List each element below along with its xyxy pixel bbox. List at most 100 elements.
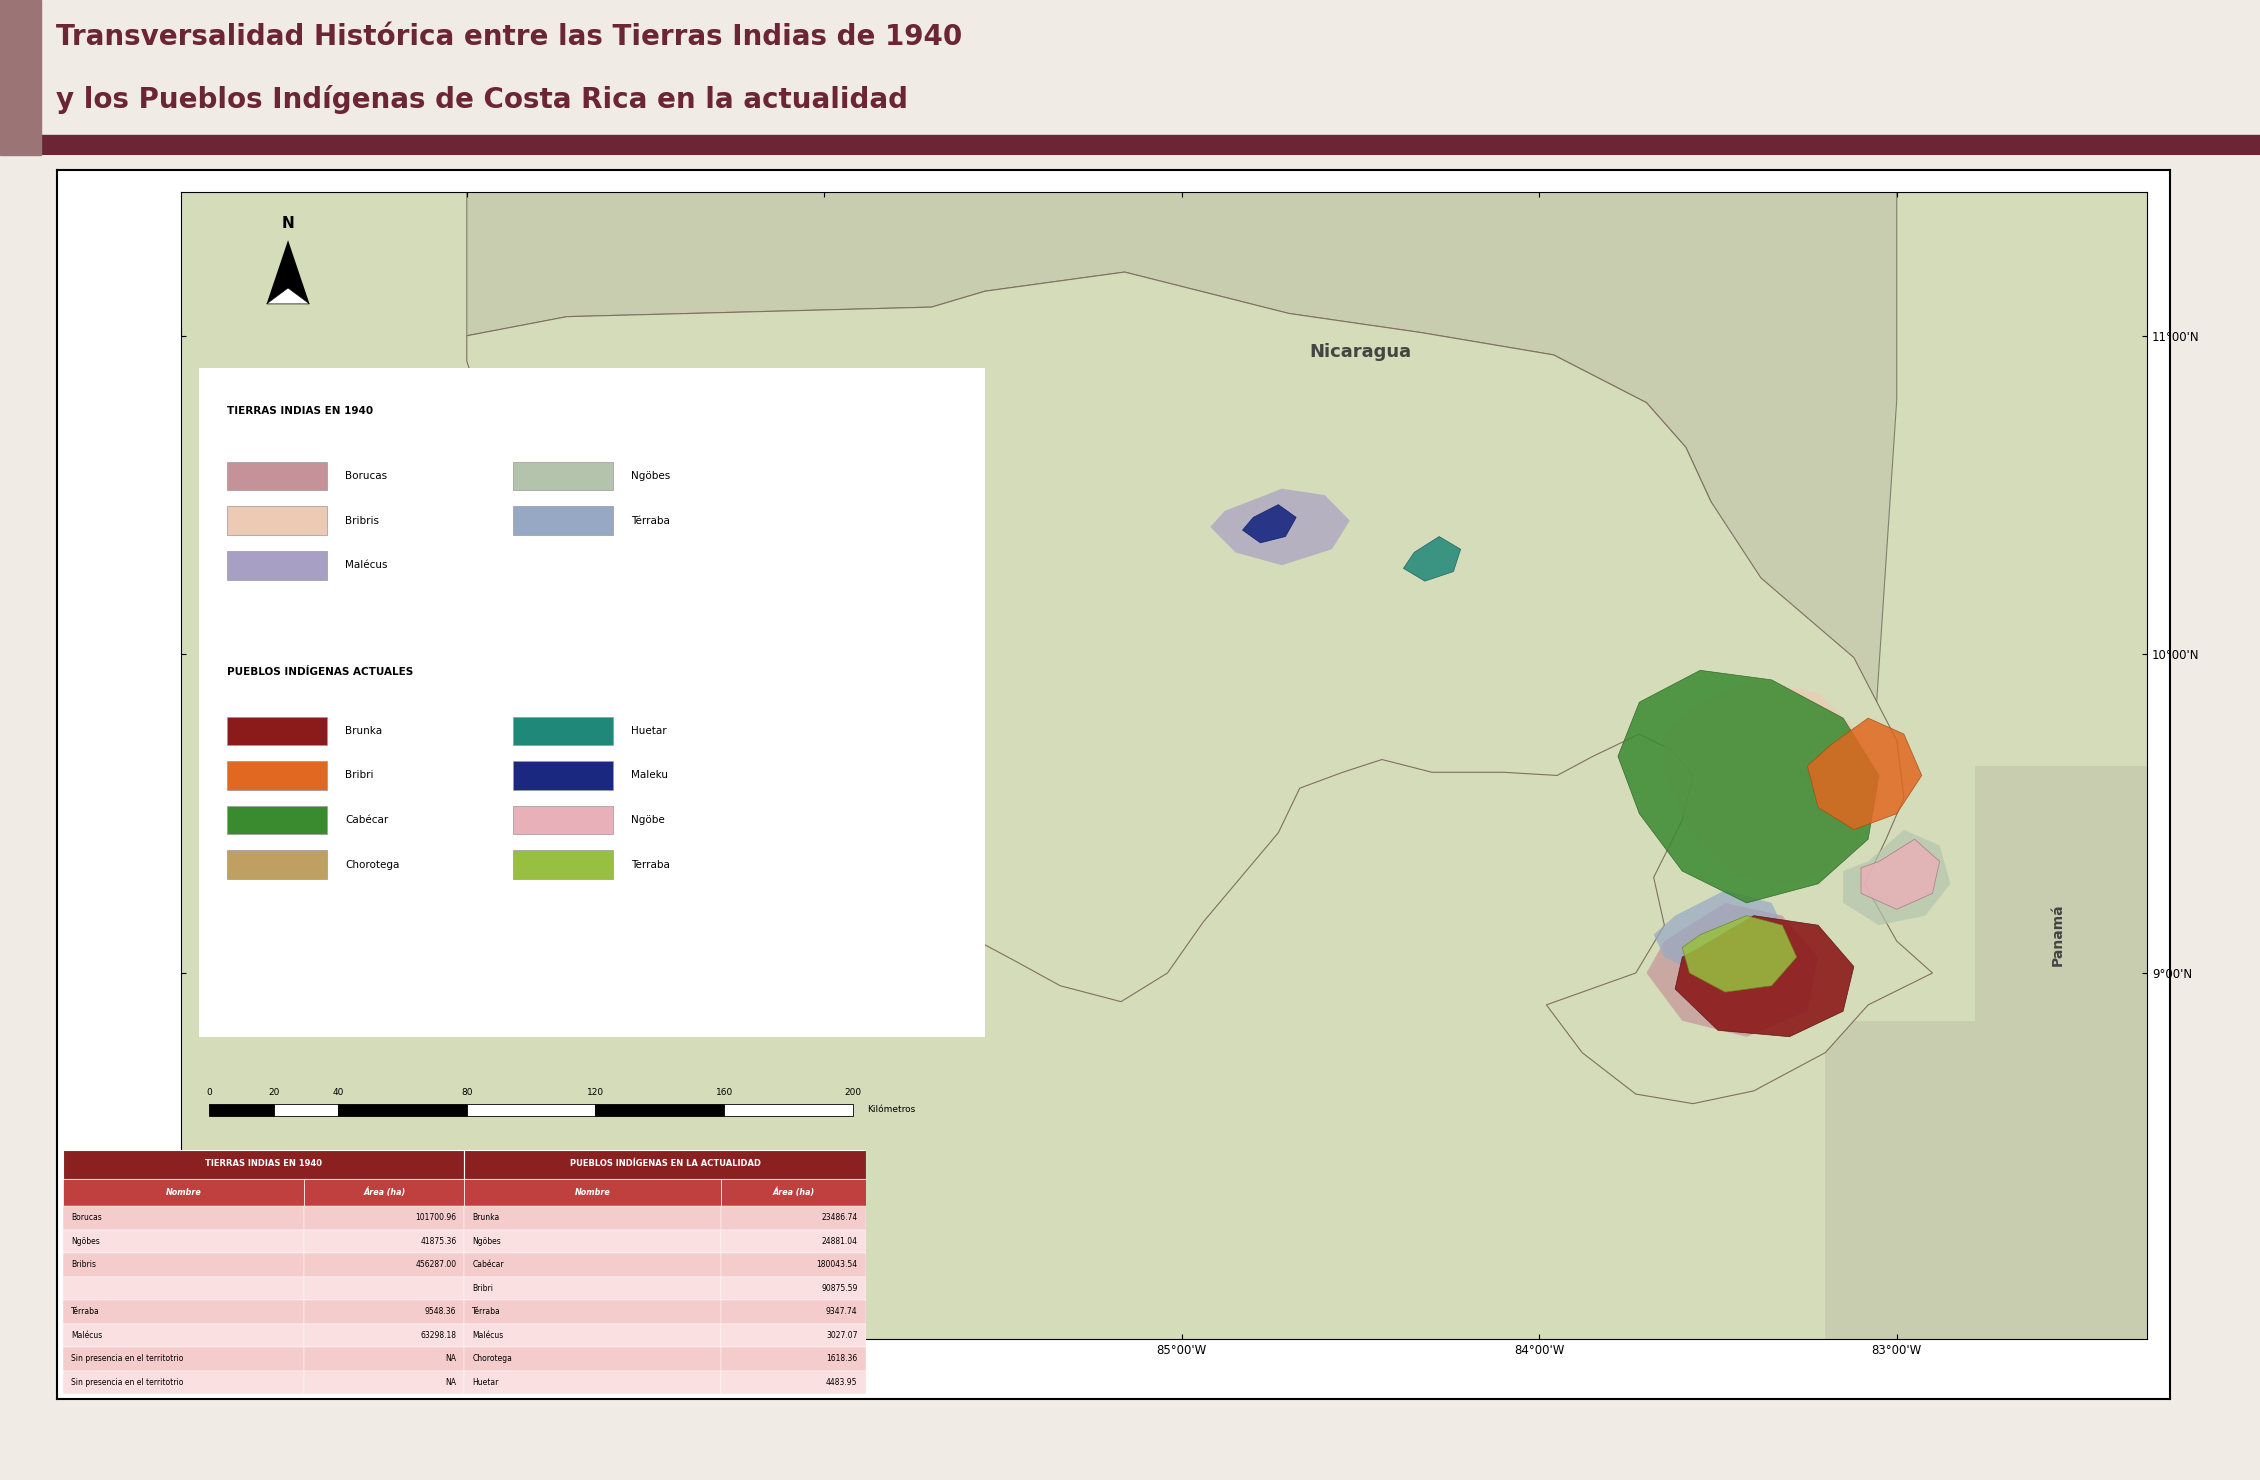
Bar [466,1180,721,1206]
Text: Malécus: Malécus [72,1331,102,1339]
Text: Chorotega: Chorotega [346,860,400,870]
Bar [513,805,612,835]
Text: 180043.54: 180043.54 [816,1261,857,1270]
Polygon shape [1808,718,1921,830]
Text: Panamá: Panamá [2050,903,2066,966]
Text: 3027.07: 3027.07 [827,1331,857,1339]
Text: Brunka: Brunka [346,725,382,736]
Text: Chorotega: Chorotega [472,1354,513,1363]
Bar [721,1206,866,1230]
Bar [513,716,612,746]
Text: 4483.95: 4483.95 [827,1378,857,1387]
Text: Ngöbes: Ngöbes [631,471,671,481]
Bar [63,1206,303,1230]
Text: Huetar: Huetar [631,725,667,736]
Bar [63,1180,303,1206]
Bar [303,1347,466,1370]
Text: Térraba: Térraba [472,1307,502,1316]
Bar [63,1323,303,1347]
Polygon shape [267,240,310,303]
Bar [228,716,328,746]
Bar [723,1104,852,1116]
Text: 24881.04: 24881.04 [823,1237,857,1246]
Text: Bribris: Bribris [72,1261,97,1270]
Bar [594,1104,723,1116]
Polygon shape [1403,536,1460,582]
Bar [466,1254,721,1277]
Text: TIERRAS INDIAS EN 1940: TIERRAS INDIAS EN 1940 [206,1159,323,1168]
Bar [303,1254,466,1277]
Bar [273,1104,339,1116]
Text: Área (ha): Área (ha) [364,1188,405,1197]
Bar [721,1254,866,1277]
Text: 120: 120 [588,1088,603,1097]
Text: Cabécar: Cabécar [346,815,389,824]
Bar [466,1323,721,1347]
Text: 20: 20 [269,1088,280,1097]
Text: 0: 0 [206,1088,212,1097]
Bar [339,1104,468,1116]
Bar [303,1206,466,1230]
Text: PUEBLOS INDÍGENAS EN LA ACTUALIDAD: PUEBLOS INDÍGENAS EN LA ACTUALIDAD [570,1159,762,1168]
Text: 200: 200 [845,1088,861,1097]
Text: 63298.18: 63298.18 [420,1331,457,1339]
Text: 9548.36: 9548.36 [425,1307,457,1316]
Bar [466,1370,721,1394]
Text: Nombre: Nombre [165,1188,201,1197]
Bar [199,367,985,1036]
Bar [513,462,612,490]
Bar [513,851,612,879]
Bar [513,506,612,534]
Polygon shape [1648,903,1817,1036]
Text: Bribris: Bribris [346,515,380,525]
Bar [303,1323,466,1347]
Bar [466,1230,721,1254]
Bar [303,1230,466,1254]
Bar [63,1150,466,1180]
Text: Bribri: Bribri [346,771,373,780]
Polygon shape [1844,830,1950,925]
Bar [1826,1021,2005,1339]
Text: Kilómetros: Kilómetros [868,1106,915,1114]
Bar [63,1299,303,1323]
Polygon shape [1211,488,1349,565]
Text: NA: NA [445,1354,457,1363]
Text: Malécus: Malécus [346,559,389,570]
Bar [63,1347,303,1370]
Bar [466,1277,721,1299]
Bar [721,1277,866,1299]
Text: 160: 160 [716,1088,732,1097]
Bar [303,1180,466,1206]
Bar [63,1230,303,1254]
Polygon shape [843,469,895,514]
Text: 90875.59: 90875.59 [820,1283,857,1294]
Text: 456287.00: 456287.00 [416,1261,457,1270]
Text: PUEBLOS INDÍGENAS ACTUALES: PUEBLOS INDÍGENAS ACTUALES [228,667,414,678]
Text: Área (ha): Área (ha) [773,1188,814,1197]
Text: Brunka: Brunka [472,1214,499,1222]
Bar [303,1370,466,1394]
Bar [0,0,41,155]
Text: Nicaragua: Nicaragua [1309,343,1412,361]
Text: Borucas: Borucas [72,1214,102,1222]
Text: Huetar: Huetar [472,1378,499,1387]
Text: Térraba: Térraba [72,1307,99,1316]
Text: N: N [282,216,294,231]
Bar [228,805,328,835]
Bar [303,1277,466,1299]
Text: 40: 40 [332,1088,344,1097]
Polygon shape [1243,505,1297,543]
Text: Ngöbe: Ngöbe [631,815,664,824]
Text: Sin presencia en el territotrio: Sin presencia en el territotrio [72,1378,183,1387]
Polygon shape [1654,889,1790,980]
Text: 23486.74: 23486.74 [820,1214,857,1222]
Polygon shape [1681,916,1797,992]
Polygon shape [1663,679,1878,884]
Bar [466,1347,721,1370]
Polygon shape [468,192,1896,884]
Text: 101700.96: 101700.96 [416,1214,457,1222]
Text: Transversalidad Histórica entre las Tierras Indias de 1940: Transversalidad Histórica entre las Tier… [56,24,963,52]
Bar [466,1150,866,1180]
Polygon shape [468,272,1932,1104]
Bar [228,462,328,490]
